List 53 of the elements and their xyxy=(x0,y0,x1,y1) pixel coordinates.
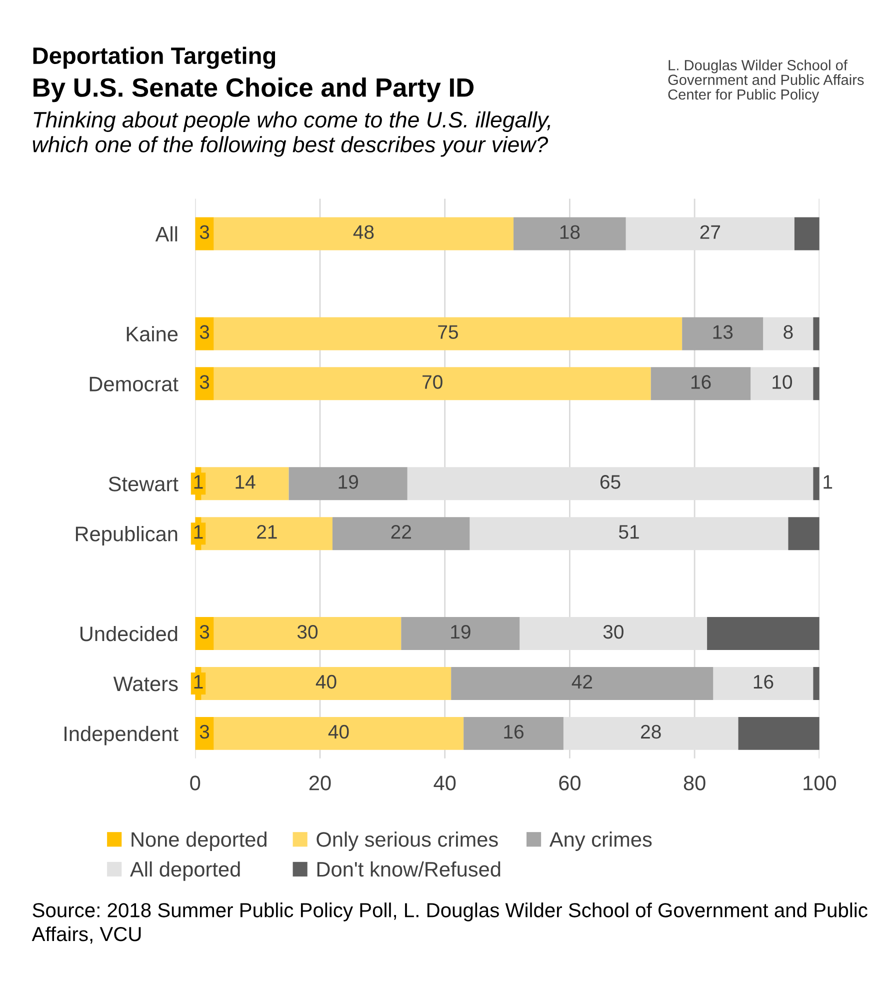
y-tick-label: Waters xyxy=(113,676,178,692)
data-label: 8 xyxy=(784,325,793,339)
data-label: 48 xyxy=(353,225,374,239)
data-label: 30 xyxy=(297,624,318,639)
data-label: 16 xyxy=(691,375,711,389)
data-label: 18 xyxy=(560,225,580,239)
x-tick-label: 60 xyxy=(559,776,580,790)
data-label: 14 xyxy=(236,475,256,489)
data-label: 28 xyxy=(641,724,661,739)
data-label: 40 xyxy=(316,674,336,689)
legend-label: Don't know/Refused xyxy=(317,861,500,877)
data-label: 42 xyxy=(572,674,592,688)
y-tick-label: Undecided xyxy=(80,626,178,642)
data-label: 3 xyxy=(200,724,210,739)
data-label: 70 xyxy=(422,375,442,389)
legend-label: Any crimes xyxy=(549,832,652,851)
y-tick-label: Stewart xyxy=(108,476,178,492)
data-label: 19 xyxy=(451,624,470,639)
data-label: 75 xyxy=(438,325,458,339)
data-label: 19 xyxy=(338,475,358,489)
data-label: 1 xyxy=(824,475,832,489)
data-label: 30 xyxy=(603,624,624,639)
chart-title: Deportation Targeting By U.S. Senate Choice and Party ID xyxy=(33,46,474,102)
data-label: 3 xyxy=(200,325,210,339)
legend-label: Only serious crimes xyxy=(316,832,498,851)
x-tick-label: 20 xyxy=(309,776,331,790)
data-label: 51 xyxy=(618,525,639,539)
x-tick-label: 0 xyxy=(190,776,200,790)
data-label: 40 xyxy=(328,724,349,739)
data-label: 65 xyxy=(600,475,620,489)
x-tick-label: 40 xyxy=(434,776,456,790)
y-tick-label: Democrat xyxy=(90,376,178,392)
x-tick-label: 100 xyxy=(804,776,836,790)
y-tick-label: Kaine xyxy=(126,326,178,342)
data-label: 21 xyxy=(257,525,277,539)
data-label: 27 xyxy=(700,225,720,239)
y-tick-label: All xyxy=(155,226,178,242)
legend-label: None deported xyxy=(132,832,266,851)
data-label: 3 xyxy=(200,624,210,639)
y-tick-label: Independent xyxy=(64,726,178,746)
data-label: 22 xyxy=(391,525,411,539)
data-label: 13 xyxy=(713,325,733,339)
data-label: 16 xyxy=(504,724,524,739)
chart-subtitle: Thinking about people who come to the U.S. illegally, which one of the following best describes your view? xyxy=(32,111,550,157)
legend-label: All deported xyxy=(130,861,240,881)
data-label: 3 xyxy=(200,375,210,389)
text: L. Douglas Wilder School of Government and Public Affairs Center for Public Policy xyxy=(668,60,864,103)
data-label: 10 xyxy=(772,375,792,389)
source-note: Source: 2018 Summer Public Policy Poll, L. Douglas Wilder School of Government and Public Affairs, VCU xyxy=(32,902,868,944)
data-label: 3 xyxy=(200,225,210,239)
y-tick-label: Republican xyxy=(76,526,178,546)
x-tick-label: 80 xyxy=(684,776,706,790)
data-label: 16 xyxy=(754,674,774,689)
